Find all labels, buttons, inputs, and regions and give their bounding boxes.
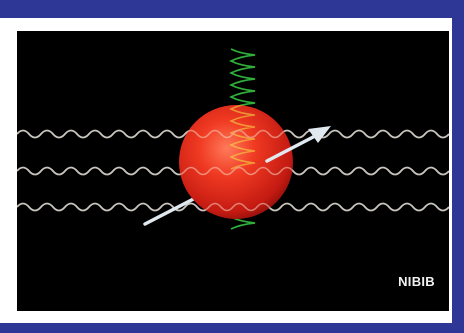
spin-arrow-head xyxy=(308,126,331,143)
nucleus-sphere xyxy=(179,105,293,219)
credit-label: NIBIB xyxy=(398,274,435,289)
illustration-panel: NIBIB xyxy=(17,31,449,311)
spin-illustration xyxy=(17,48,449,230)
spin-arrow-shaft xyxy=(265,133,319,163)
